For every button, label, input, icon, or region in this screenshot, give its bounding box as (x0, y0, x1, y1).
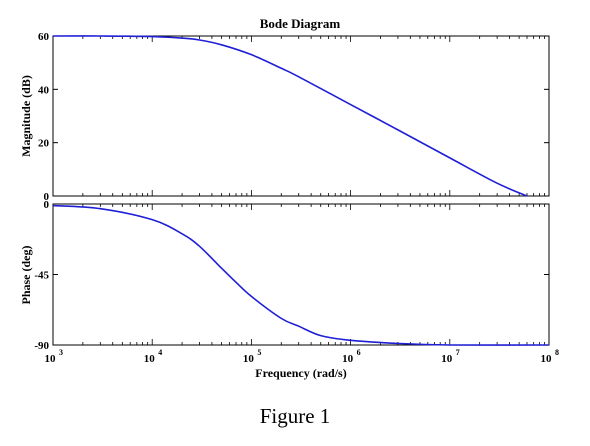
x-tick-label: 104 (144, 348, 163, 365)
x-axis-label: Frequency (rad/s) (255, 366, 346, 380)
x-tick-base: 10 (441, 353, 453, 365)
x-tick-label: 103 (45, 348, 64, 365)
x-tick-exponent: 3 (59, 348, 63, 357)
x-tick-base: 10 (342, 353, 354, 365)
magnitude-y-ticks: 0 20 40 60 (38, 31, 549, 203)
x-tick-base: 10 (45, 353, 57, 365)
phase-y-ticks: 0 -45 -90 (34, 199, 549, 352)
x-tick-label: 105 (243, 348, 262, 365)
x-tick-label: 108 (541, 348, 560, 365)
y-tick-label: -90 (34, 340, 49, 352)
magnitude-plot-frame (52, 35, 550, 197)
bode-diagram: Bode Diagram 0 20 40 60 Magnitude (dB) 0 -45… (19, 16, 560, 380)
phase-y-label: Phase (deg) (19, 246, 33, 305)
x-tick-exponent: 5 (257, 348, 261, 357)
x-tick-base: 10 (243, 353, 255, 365)
phase-x-ticks (52, 204, 545, 345)
magnitude-x-ticks (52, 36, 545, 196)
x-tick-base: 10 (144, 353, 156, 365)
x-tick-exponent: 7 (456, 348, 460, 357)
x-tick-exponent: 8 (555, 348, 559, 357)
magnitude-series-line (52, 35, 528, 197)
y-tick-label: -45 (34, 270, 49, 282)
x-tick-exponent: 6 (357, 348, 361, 357)
phase-plot-frame (52, 203, 550, 346)
x-tick-base: 10 (541, 353, 553, 365)
y-tick-label: 0 (44, 191, 50, 203)
chart-title: Bode Diagram (260, 16, 341, 31)
magnitude-y-label: Magnitude (dB) (19, 75, 33, 157)
x-tick-exponent: 4 (158, 348, 162, 357)
y-tick-label: 0 (44, 199, 50, 211)
phase-panel: 0 -45 -90 Phase (deg) (19, 199, 550, 352)
x-tick-label: 106 (342, 348, 361, 365)
x-tick-label: 107 (441, 348, 460, 365)
y-tick-label: 60 (38, 31, 50, 43)
y-tick-label: 20 (38, 138, 50, 150)
phase-series-line (52, 204, 550, 346)
figure-caption: Figure 1 (259, 404, 331, 428)
y-tick-label: 40 (38, 84, 50, 96)
magnitude-panel: 0 20 40 60 Magnitude (dB) (19, 31, 550, 203)
